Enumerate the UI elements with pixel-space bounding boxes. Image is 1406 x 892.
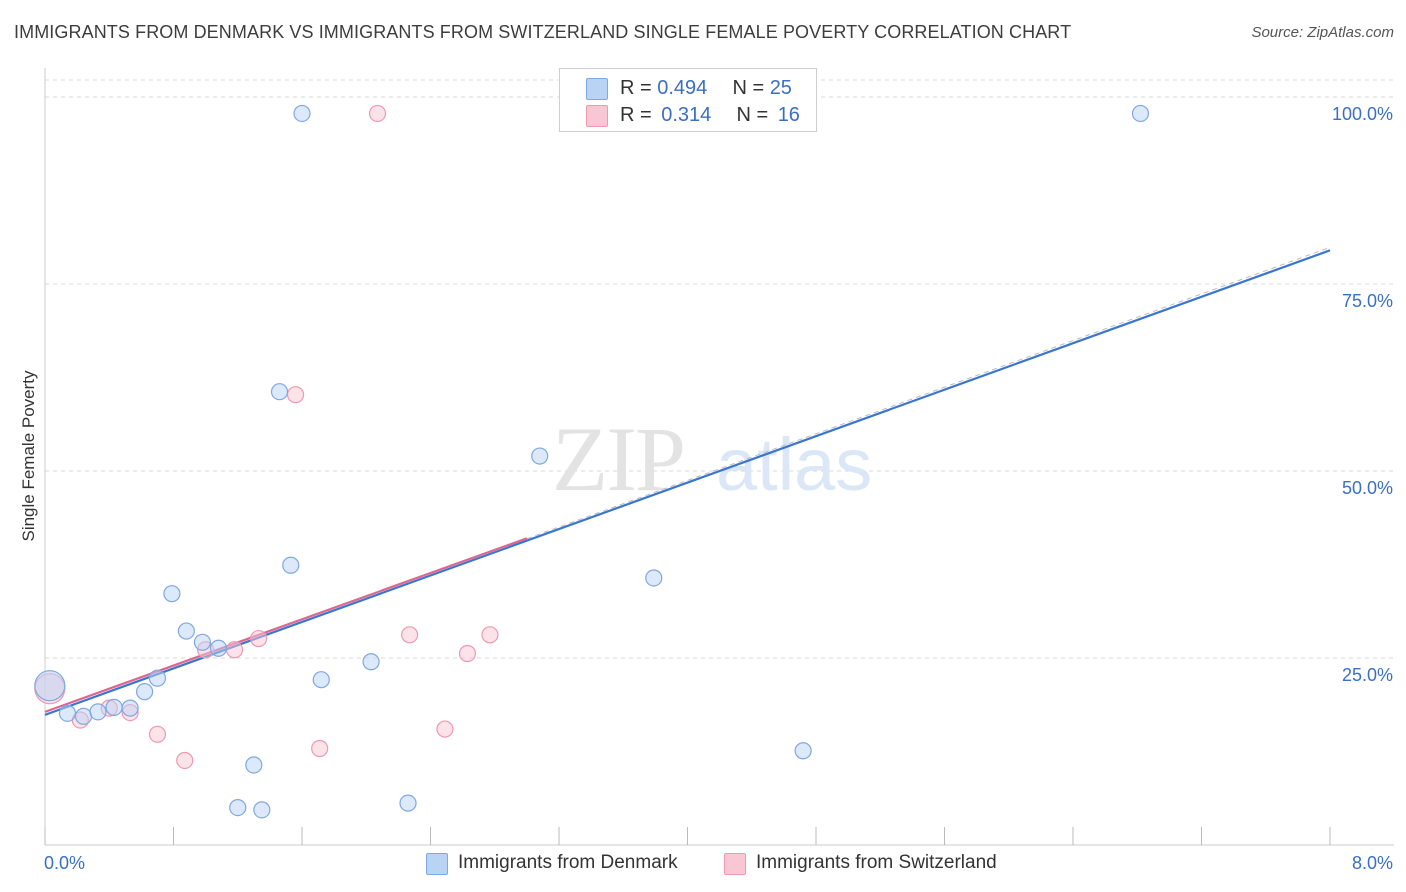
- y-axis-title: Single Female Poverty: [19, 370, 38, 542]
- source-label: Source: ZipAtlas.com: [1251, 24, 1394, 41]
- point-denmark: [34, 670, 66, 702]
- point-denmark: [645, 569, 663, 587]
- point-denmark: [794, 742, 812, 760]
- trend-line-switzerland: [44, 537, 528, 713]
- point-denmark: [193, 633, 212, 651]
- point-denmark: [1131, 104, 1150, 123]
- point-denmark: [148, 669, 167, 687]
- x-tick-label-min: 0.0%: [44, 853, 85, 873]
- data-points: [34, 104, 1150, 819]
- point-switzerland: [286, 386, 305, 404]
- legend: R = 0.494 N = 25 R = 0.314 N = 16: [559, 68, 817, 132]
- axes: [44, 68, 1394, 846]
- bottom-label-switzerland: Immigrants from Switzerland: [756, 852, 997, 873]
- point-switzerland: [458, 644, 477, 663]
- legend-swatch-denmark: [586, 78, 608, 100]
- point-denmark: [362, 653, 380, 671]
- point-denmark: [270, 383, 289, 401]
- point-switzerland: [481, 626, 499, 644]
- trend-extension: [526, 246, 1331, 540]
- point-switzerland: [436, 720, 454, 738]
- legend-r-value-switzerland: 0.314: [661, 104, 712, 126]
- watermark: ZIP atlas: [552, 408, 872, 510]
- point-denmark: [399, 794, 417, 812]
- bottom-swatch-denmark: [426, 853, 448, 875]
- point-denmark: [135, 683, 154, 701]
- point-denmark: [245, 756, 263, 774]
- y-tick-label: 50.0%: [1342, 478, 1393, 498]
- point-denmark: [253, 801, 271, 819]
- point-switzerland: [148, 725, 167, 743]
- point-switzerland: [250, 629, 268, 648]
- legend-r-value-denmark: 0.494: [657, 77, 708, 99]
- bottom-swatch-switzerland: [724, 853, 746, 875]
- point-switzerland: [401, 626, 419, 644]
- y-tick-label: 25.0%: [1342, 665, 1393, 685]
- legend-n-label: N =: [736, 104, 769, 126]
- point-denmark: [74, 707, 93, 725]
- watermark-zip: ZIP: [552, 408, 684, 510]
- point-denmark: [177, 622, 195, 640]
- point-switzerland: [311, 739, 329, 758]
- legend-r-label: R =: [620, 77, 652, 99]
- point-switzerland: [368, 104, 387, 123]
- chart-title: IMMIGRANTS FROM DENMARK VS IMMIGRANTS FR…: [14, 22, 1072, 42]
- point-denmark: [89, 703, 107, 721]
- point-denmark: [105, 698, 123, 716]
- legend-n-value-switzerland: 16: [777, 104, 800, 126]
- point-denmark: [58, 704, 77, 722]
- legend-r-label: R =: [620, 104, 652, 126]
- point-denmark: [121, 699, 139, 717]
- point-denmark: [531, 447, 549, 465]
- legend-n-value-denmark: 25: [769, 77, 792, 99]
- y-tick-label: 100.0%: [1332, 104, 1393, 124]
- point-denmark: [282, 556, 300, 574]
- grid-lines: [45, 79, 1394, 659]
- axis-labels: Single Female Poverty 25.0% 50.0% 75.0% 100…: [19, 104, 1393, 873]
- y-tick-label: 75.0%: [1342, 291, 1393, 311]
- point-denmark: [163, 585, 181, 603]
- x-tick-label-max: 8.0%: [1352, 853, 1393, 873]
- point-denmark: [209, 639, 228, 657]
- legend-swatch-switzerland: [586, 105, 608, 127]
- point-denmark: [312, 671, 330, 689]
- legend-n-label: N =: [732, 77, 765, 99]
- point-switzerland: [176, 751, 194, 770]
- point-denmark: [293, 104, 311, 123]
- point-denmark: [229, 798, 247, 817]
- watermark-atlas: atlas: [716, 423, 872, 506]
- bottom-label-denmark: Immigrants from Denmark: [458, 852, 678, 873]
- point-switzerland: [225, 641, 244, 659]
